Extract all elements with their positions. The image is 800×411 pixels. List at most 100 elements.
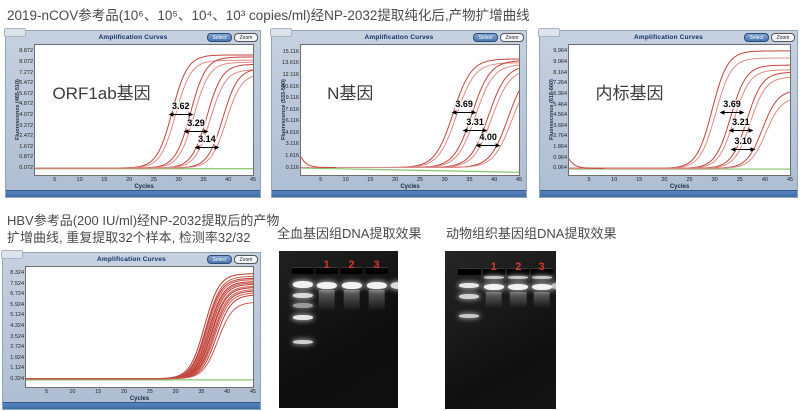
amplification-curve [26, 276, 253, 378]
y-tick-label: 1.124 [10, 365, 24, 372]
ladder-band [292, 280, 313, 288]
select-button[interactable]: Select [207, 255, 232, 264]
x-tick-label: 15 [101, 177, 108, 183]
double-arrow-icon [719, 109, 745, 115]
amplification-curve [569, 100, 790, 168]
x-tick-label: 15 [367, 177, 374, 183]
y-tick-label: 10.616 [282, 83, 299, 90]
gel-well [340, 266, 363, 274]
x-axis-title: Cycles [400, 184, 420, 190]
panel-footer [540, 190, 797, 197]
gel1-caption: 全血基因组DNA提取效果 [277, 226, 422, 241]
y-tick-label: 9.116 [285, 95, 299, 102]
y-tick-label: 4.872 [19, 101, 33, 108]
dna-smear [368, 290, 385, 311]
select-button[interactable]: Select [473, 33, 498, 42]
x-tick-label: 25 [146, 389, 153, 395]
amplification-curve [26, 303, 253, 379]
window-fragment [270, 28, 292, 37]
gel-well [482, 268, 505, 276]
lane-number: 1 [490, 261, 497, 274]
y-tick-label: 3.664 [553, 122, 567, 129]
y-tick-label: 1.864 [553, 144, 567, 151]
gel2-caption: 动物组织基因组DNA提取效果 [446, 226, 617, 241]
amplification-curve [26, 274, 253, 379]
amplification-curve [35, 57, 253, 168]
zoom-button[interactable]: Zoom [500, 33, 524, 42]
amplification-curve [301, 59, 519, 168]
zoom-button[interactable]: Zoom [234, 33, 258, 42]
amplification-curve [26, 291, 253, 379]
delta-ct-annotation: 3.69 [719, 99, 745, 116]
double-arrow-icon [194, 144, 220, 150]
x-tick-label: 10 [69, 389, 76, 395]
x-tick-label: 10 [342, 177, 349, 183]
delta-ct-value: 3.62 [170, 101, 191, 112]
x-tick-label: 45 [249, 389, 257, 395]
zoom-button[interactable]: Zoom [771, 33, 795, 42]
delta-ct-value: 3.14 [197, 133, 217, 144]
ladder-band [459, 282, 480, 288]
x-tick-label: 25 [150, 177, 157, 183]
y-tick-label: 8.324 [10, 270, 24, 277]
x-axis-title: Cycles [669, 184, 690, 190]
x-tick-label: 20 [126, 177, 133, 183]
edge-band [390, 282, 398, 290]
y-tick-label: 7.616 [285, 106, 299, 113]
select-button[interactable]: Select [744, 33, 769, 42]
double-arrow-icon [475, 143, 501, 149]
gel-well [507, 268, 530, 276]
y-tick-label: 7.524 [10, 280, 24, 287]
y-tick-label: 1.616 [285, 152, 299, 159]
y-tick-label: 5.672 [19, 90, 33, 97]
y-tick-label: 1.924 [10, 354, 24, 361]
x-tick-label: 5 [45, 389, 49, 395]
amplification-curve [301, 103, 519, 168]
delta-ct-value: 3.10 [733, 136, 753, 147]
y-tick-label: 5.124 [10, 312, 24, 319]
delta-ct-annotation: 3.62 [168, 102, 194, 118]
dna-band [366, 282, 387, 290]
panel-header: Amplification Curves Select Zoom [540, 31, 797, 44]
y-tick-label: 8.872 [19, 48, 33, 55]
select-button[interactable]: Select [207, 33, 232, 42]
plot-area: Cycles 8.324 7.524 6.724 5.924 5.124 4.324 3.5… [10, 266, 256, 402]
ladder-band [292, 340, 313, 345]
x-tick-label: 5 [319, 177, 323, 183]
panel-header: Amplification Curves Select Zoom [3, 253, 260, 266]
gel-well [365, 266, 388, 274]
window-fragment [1, 250, 23, 259]
panel-header: Amplification Curves Select Zoom [6, 31, 260, 44]
dna-band [316, 282, 337, 290]
delta-ct-annotation: 3.14 [194, 133, 220, 151]
panel-title: Amplification Curves [364, 34, 434, 41]
y-tick-label: 6.116 [285, 118, 299, 125]
zoom-button[interactable]: Zoom [234, 255, 258, 264]
dna-smear [509, 292, 527, 308]
amplification-curve [35, 60, 253, 168]
gene-label: ORF1ab基因 [52, 83, 151, 103]
panel-title: Amplification Curves [633, 34, 703, 41]
amplification-curve [35, 55, 253, 168]
dna-smear [343, 290, 360, 311]
window-fragment [538, 28, 560, 37]
gel-well [458, 268, 481, 276]
dna-band [483, 276, 504, 280]
delta-ct-value: 3.31 [465, 116, 485, 127]
delta-ct-value: 3.29 [186, 118, 206, 129]
delta-ct-value: 3.21 [731, 116, 751, 127]
page-title: 2019-nCOV参考品(10⁶、10⁵、10⁴、10³ copies/ml)经… [7, 8, 530, 23]
x-tick-label: 40 [761, 177, 768, 183]
x-tick-label: 30 [711, 177, 718, 183]
x-tick-label: 20 [120, 389, 128, 395]
x-tick-label: 30 [172, 389, 179, 395]
dna-band [531, 276, 552, 280]
x-tick-label: 35 [466, 177, 473, 183]
dna-band [483, 284, 504, 291]
double-arrow-icon [183, 129, 209, 134]
gel-well [291, 266, 315, 274]
y-tick-label: 13.616 [282, 60, 299, 67]
y-tick-label: 15.116 [282, 48, 299, 55]
dna-band [508, 276, 529, 280]
